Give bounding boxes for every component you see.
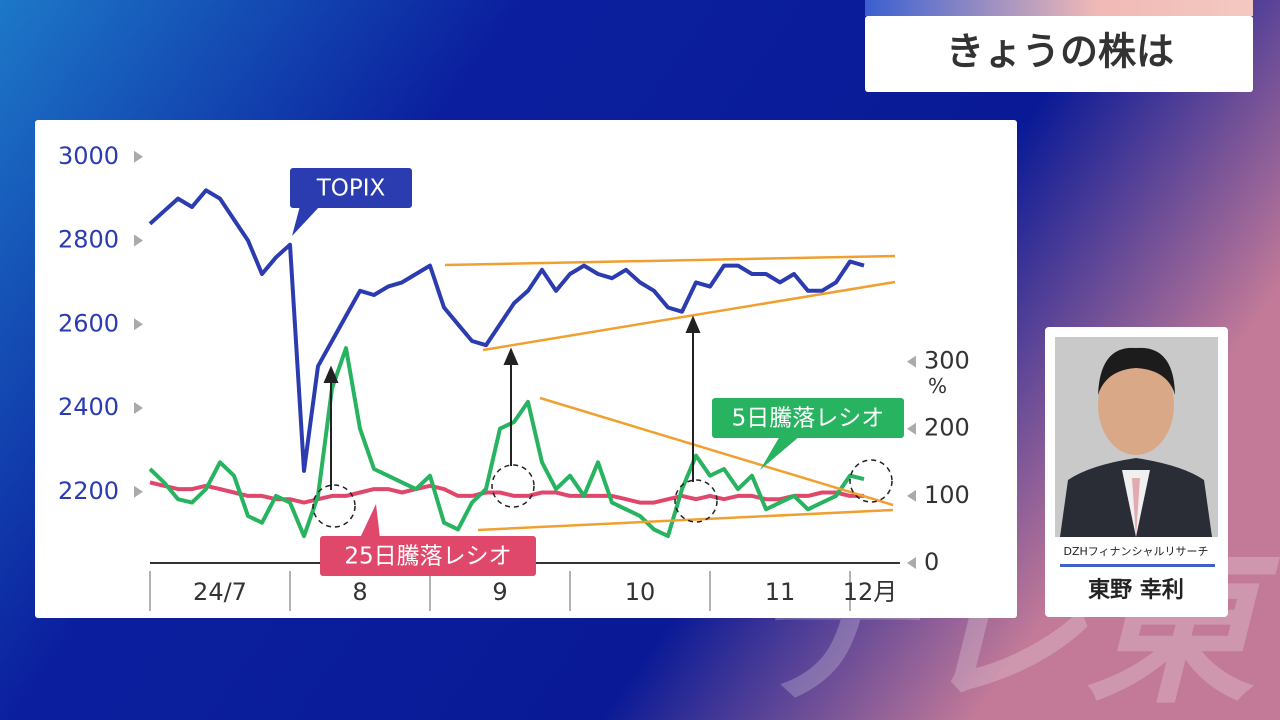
series-label-pointer	[760, 436, 800, 470]
y-tick-label: 2200	[58, 477, 119, 505]
y-tick-label: 3000	[58, 142, 119, 170]
series-label-pointer	[292, 206, 320, 236]
arrow-head	[503, 347, 519, 365]
y2-axis-label: %	[928, 374, 947, 398]
photo-hair	[1098, 347, 1175, 395]
header-bar	[865, 0, 1253, 16]
y-tick-label: 2400	[58, 393, 119, 421]
y-tick-label: 2600	[58, 309, 119, 337]
chart-panel	[35, 120, 1017, 618]
y2-tick-mark	[907, 422, 916, 435]
photo-face	[1098, 355, 1174, 455]
header-box	[865, 16, 1253, 92]
y-tick-mark	[134, 318, 143, 331]
y2-tick-label: 300	[924, 347, 970, 375]
dashed-circle	[849, 459, 893, 503]
dashed-circle	[312, 484, 356, 528]
trend-line	[477, 508, 894, 532]
y2-tick-label: 0	[924, 548, 939, 576]
series-label-box	[712, 398, 904, 438]
dashed-circle	[491, 464, 535, 508]
series-label-pointer	[360, 504, 380, 538]
y-tick-mark	[134, 485, 143, 498]
presenter-name: 東野 幸利	[1088, 577, 1184, 603]
x-tick-label: 12月	[843, 578, 898, 606]
y-tick-mark	[134, 150, 143, 163]
trend-line	[444, 254, 896, 267]
series-label: TOPIX	[316, 176, 386, 202]
y2-tick-label: 200	[924, 414, 970, 442]
series-label: 5日騰落レシオ	[732, 406, 885, 432]
y-tick-label: 2800	[58, 226, 119, 254]
series-label-box	[290, 168, 412, 208]
y2-tick-mark	[907, 489, 916, 502]
series-line	[149, 480, 864, 505]
presenter-company: DZHフィナンシャルリサーチ	[1063, 545, 1208, 558]
series-label-box	[320, 536, 536, 576]
photo-tie	[1132, 478, 1140, 537]
series-line	[148, 346, 865, 539]
x-tick-label: 24/7	[193, 578, 247, 606]
y2-tick-mark	[907, 355, 916, 368]
x-tick-label: 11	[765, 578, 796, 606]
x-tick-label: 8	[352, 578, 367, 606]
x-tick-label: 10	[625, 578, 656, 606]
arrow-head	[323, 365, 339, 383]
series-label: 25日騰落レシオ	[344, 544, 511, 570]
arrow-head	[685, 315, 701, 333]
series-line	[148, 188, 865, 473]
x-tick-label: 9	[492, 578, 507, 606]
trend-lines	[444, 254, 896, 532]
y-tick-mark	[134, 234, 143, 247]
y-tick-mark	[134, 402, 143, 415]
trend-line	[539, 396, 894, 507]
y2-tick-label: 100	[924, 481, 970, 509]
arrows	[323, 315, 701, 490]
header-title: きょうの株は	[946, 30, 1174, 74]
plot: 2200 2400 2600 2800 3000 0 100 200 300% 24/7 8 9 10 1…	[58, 142, 970, 611]
y2-tick-mark	[907, 557, 916, 569]
presenter-divider	[1060, 564, 1215, 567]
circles	[312, 459, 893, 528]
dashed-circle	[674, 479, 718, 523]
trend-line	[482, 280, 896, 352]
